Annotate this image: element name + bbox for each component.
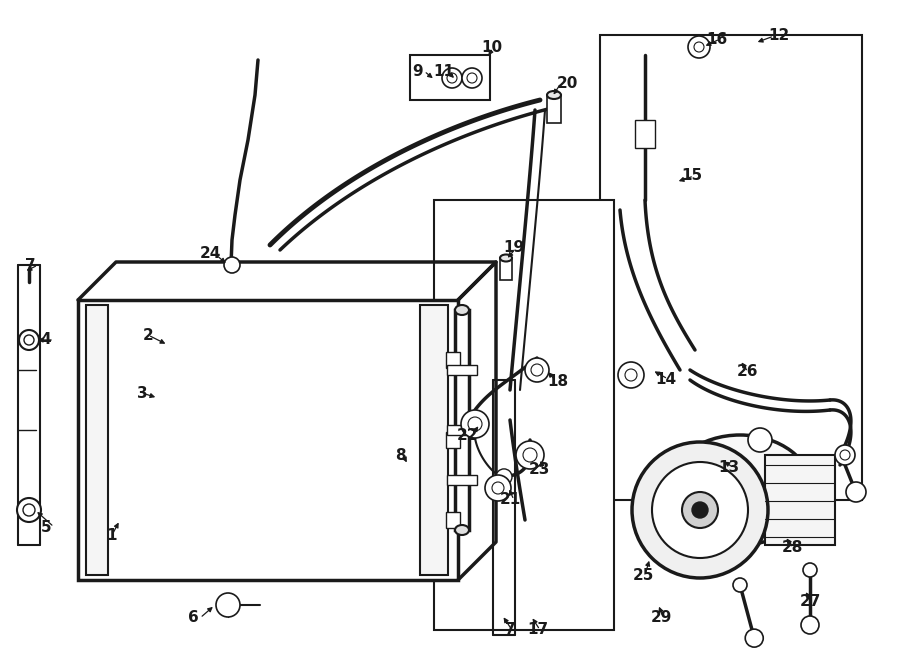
Circle shape — [447, 73, 457, 83]
Ellipse shape — [455, 305, 469, 315]
Text: 21: 21 — [500, 493, 520, 508]
Circle shape — [492, 482, 504, 494]
Circle shape — [523, 448, 537, 462]
Circle shape — [835, 445, 855, 465]
Bar — [446, 352, 460, 368]
Bar — [765, 455, 835, 545]
Circle shape — [801, 616, 819, 634]
Text: 20: 20 — [556, 75, 578, 91]
Bar — [410, 55, 490, 100]
Circle shape — [23, 504, 35, 516]
Text: 9: 9 — [413, 64, 423, 79]
Circle shape — [846, 482, 866, 502]
Text: 24: 24 — [199, 246, 220, 261]
Bar — [635, 120, 655, 148]
Text: 12: 12 — [769, 28, 789, 44]
Text: 10: 10 — [482, 40, 502, 56]
Circle shape — [516, 441, 544, 469]
Circle shape — [461, 410, 489, 438]
Text: 6: 6 — [187, 610, 198, 626]
Circle shape — [688, 36, 710, 58]
Bar — [447, 425, 477, 435]
Bar — [446, 512, 460, 528]
Circle shape — [216, 593, 240, 617]
Circle shape — [682, 492, 718, 528]
Ellipse shape — [455, 525, 469, 535]
Circle shape — [24, 335, 34, 345]
Bar — [434, 200, 614, 630]
Bar — [500, 258, 512, 280]
Circle shape — [632, 442, 768, 578]
Text: 17: 17 — [527, 622, 549, 638]
Text: 28: 28 — [781, 540, 803, 555]
Bar — [600, 35, 862, 500]
Text: 22: 22 — [456, 428, 478, 442]
Circle shape — [652, 462, 748, 558]
Circle shape — [224, 257, 240, 273]
Ellipse shape — [547, 91, 561, 99]
Text: 1: 1 — [107, 528, 117, 542]
Bar — [447, 365, 477, 375]
Text: 7: 7 — [24, 258, 35, 273]
Circle shape — [467, 73, 477, 83]
Bar — [86, 305, 108, 575]
Circle shape — [442, 68, 462, 88]
Text: 11: 11 — [434, 64, 454, 79]
Bar — [420, 305, 448, 575]
Text: 3: 3 — [137, 385, 148, 401]
Text: 26: 26 — [737, 365, 759, 379]
Circle shape — [468, 417, 482, 431]
Circle shape — [840, 450, 850, 460]
Circle shape — [485, 475, 511, 501]
Bar — [78, 300, 458, 580]
Text: 7: 7 — [505, 622, 516, 638]
Text: 29: 29 — [651, 610, 671, 624]
Circle shape — [496, 469, 512, 485]
Bar — [455, 310, 469, 530]
Text: 16: 16 — [706, 32, 727, 46]
Text: 15: 15 — [681, 169, 703, 183]
Circle shape — [733, 578, 747, 592]
Text: 5: 5 — [40, 520, 51, 534]
Text: 14: 14 — [655, 371, 677, 387]
Circle shape — [692, 502, 708, 518]
Text: 19: 19 — [503, 240, 525, 256]
Circle shape — [694, 42, 704, 52]
Ellipse shape — [668, 435, 813, 545]
Text: 8: 8 — [395, 448, 405, 463]
Bar — [447, 475, 477, 485]
Circle shape — [525, 358, 549, 382]
Text: 2: 2 — [142, 328, 153, 342]
Circle shape — [618, 362, 644, 388]
Circle shape — [748, 428, 772, 452]
Text: 18: 18 — [547, 373, 569, 389]
Bar — [547, 95, 561, 123]
Text: 25: 25 — [633, 567, 653, 583]
Circle shape — [625, 369, 637, 381]
Circle shape — [17, 498, 41, 522]
Circle shape — [745, 629, 763, 647]
Circle shape — [462, 68, 482, 88]
Text: 4: 4 — [40, 332, 51, 348]
Text: 23: 23 — [528, 463, 550, 477]
Circle shape — [531, 364, 543, 376]
Text: 13: 13 — [718, 461, 740, 475]
Ellipse shape — [500, 254, 512, 261]
Circle shape — [803, 563, 817, 577]
Circle shape — [19, 330, 39, 350]
Bar — [446, 432, 460, 448]
Text: 27: 27 — [799, 594, 821, 608]
